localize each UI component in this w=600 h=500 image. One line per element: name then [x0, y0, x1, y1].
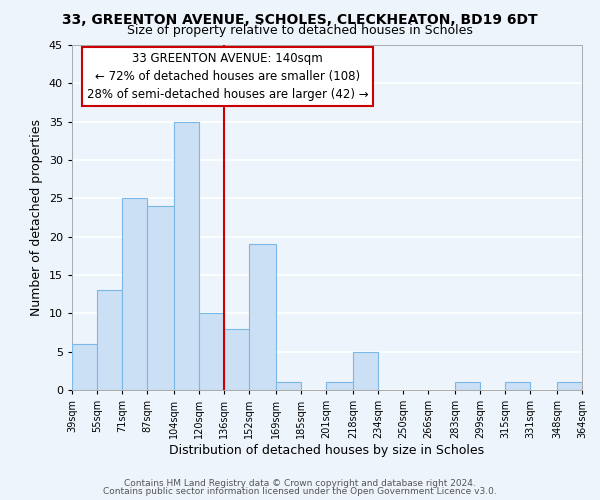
Bar — [276, 382, 301, 390]
Bar — [148, 206, 174, 390]
X-axis label: Distribution of detached houses by size in Scholes: Distribution of detached houses by size … — [169, 444, 485, 457]
Bar — [326, 382, 353, 390]
Bar — [557, 382, 582, 390]
Bar — [250, 244, 276, 390]
Bar — [224, 328, 250, 390]
Y-axis label: Number of detached properties: Number of detached properties — [30, 119, 43, 316]
Text: 33 GREENTON AVENUE: 140sqm
← 72% of detached houses are smaller (108)
28% of sem: 33 GREENTON AVENUE: 140sqm ← 72% of deta… — [87, 52, 368, 101]
Bar — [353, 352, 378, 390]
Bar — [505, 382, 530, 390]
Text: Size of property relative to detached houses in Scholes: Size of property relative to detached ho… — [127, 24, 473, 37]
Bar — [97, 290, 122, 390]
Text: Contains HM Land Registry data © Crown copyright and database right 2024.: Contains HM Land Registry data © Crown c… — [124, 478, 476, 488]
Bar — [455, 382, 480, 390]
Bar — [72, 344, 97, 390]
Bar — [122, 198, 148, 390]
Bar — [174, 122, 199, 390]
Text: 33, GREENTON AVENUE, SCHOLES, CLECKHEATON, BD19 6DT: 33, GREENTON AVENUE, SCHOLES, CLECKHEATO… — [62, 12, 538, 26]
Text: Contains public sector information licensed under the Open Government Licence v3: Contains public sector information licen… — [103, 487, 497, 496]
Bar — [199, 314, 224, 390]
